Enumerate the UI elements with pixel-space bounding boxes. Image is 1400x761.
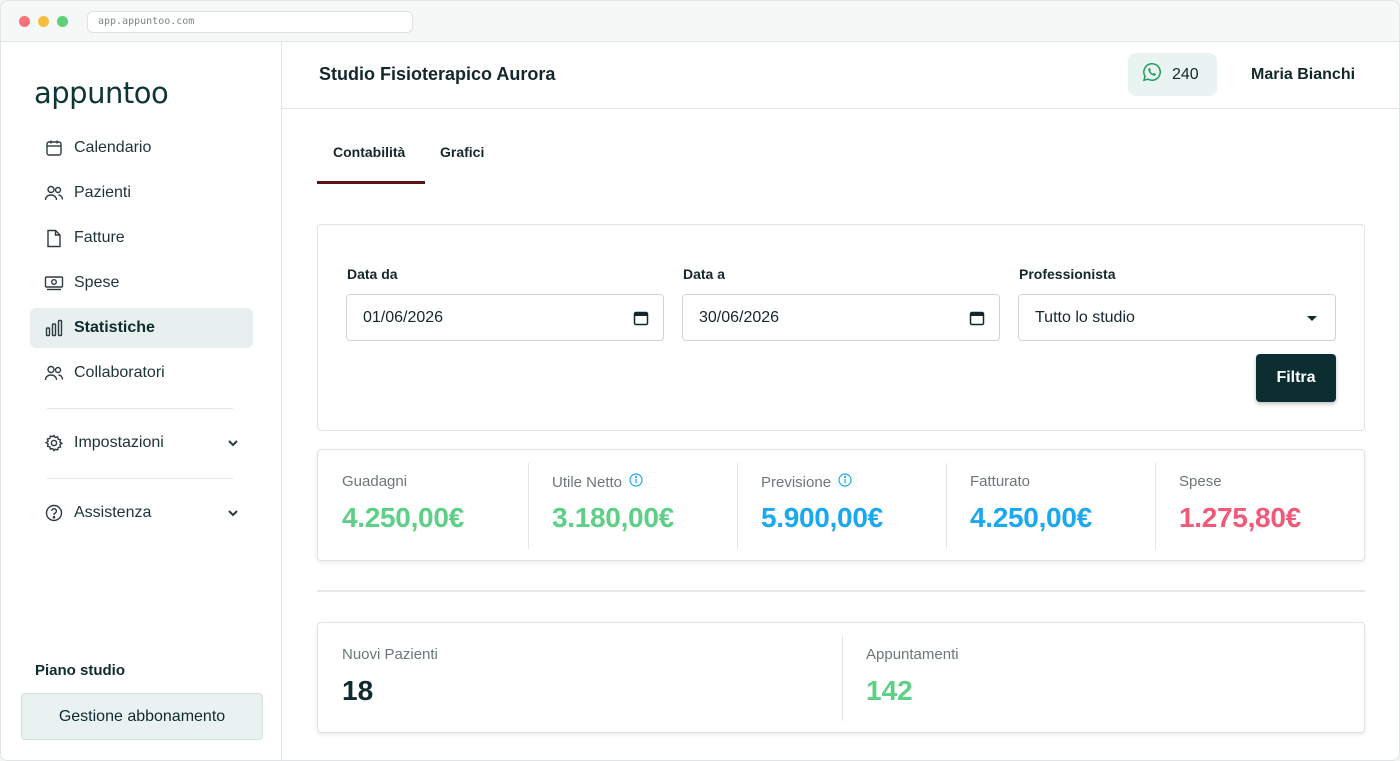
activity-stats-card: Nuovi Pazienti 18 Appuntamenti 142 [317, 622, 1365, 733]
active-tab-indicator [317, 181, 425, 184]
sidebar-item-label: Statistiche [74, 319, 155, 336]
chevron-down-icon [225, 505, 241, 521]
close-window-button[interactable] [19, 16, 30, 27]
stat-separator [1155, 463, 1156, 549]
sidebar-item-label: Assistenza [74, 504, 152, 521]
manage-subscription-button[interactable]: Gestione abbonamento [21, 693, 263, 740]
studio-name: Studio Fisioterapico Aurora [319, 64, 556, 84]
date-to-label: Data a [683, 266, 726, 282]
sidebar-divider [47, 408, 233, 409]
calendar-icon [44, 138, 64, 158]
professional-value: Tutto lo studio [1035, 308, 1135, 326]
sidebar-divider [47, 478, 233, 479]
section-divider [317, 590, 1365, 592]
sidebar-item-fatture[interactable]: Fatture [30, 218, 253, 258]
cash-icon [44, 273, 64, 293]
chevron-down-icon [225, 435, 241, 451]
whatsapp-icon [1142, 62, 1172, 87]
stat-label: Previsione [761, 473, 852, 491]
sidebar-item-label: Fatture [74, 229, 125, 246]
sidebar-item-label: Spese [74, 274, 120, 291]
browser-titlebar: app.appuntoo.com [1, 1, 1399, 42]
filter-button[interactable]: Filtra [1256, 354, 1336, 402]
sidebar-item-collaboratori[interactable]: Collaboratori [30, 353, 253, 393]
sidebar-item-statistiche[interactable]: Statistiche [30, 308, 253, 348]
new-patients-label: Nuovi Pazienti [342, 646, 438, 663]
appointments-value: 142 [866, 675, 913, 706]
stat-value: 4.250,00€ [970, 502, 1092, 533]
sidebar-item-assistenza[interactable]: Assistenza [30, 493, 253, 533]
tab-grafici[interactable]: Grafici [440, 144, 485, 160]
appointments-label: Appuntamenti [866, 646, 959, 663]
date-from-label: Data da [347, 266, 398, 282]
new-patients-value: 18 [342, 675, 374, 706]
professional-label: Professionista [1019, 266, 1116, 282]
financial-stats-card: Guadagni 4.250,00€ Utile Netto 3.180,00€… [317, 449, 1365, 561]
dropdown-caret-icon [1307, 316, 1317, 321]
stat-label: Spese [1179, 473, 1222, 490]
stat-separator [842, 635, 843, 721]
sidebar-item-calendario[interactable]: Calendario [30, 128, 253, 168]
sidebar-item-label: Impostazioni [74, 434, 164, 451]
info-icon[interactable] [629, 473, 643, 491]
stat-value: 3.180,00€ [552, 502, 674, 533]
sidebar-item-label: Collaboratori [74, 364, 165, 381]
stat-label: Guadagni [342, 473, 408, 490]
top-header: Studio Fisioterapico Aurora 240 Maria Bi… [282, 42, 1399, 109]
app-logo[interactable]: appuntoo [34, 76, 169, 110]
stat-separator [946, 463, 947, 549]
stat-label: Utile Netto [552, 473, 643, 491]
calendar-icon[interactable] [633, 310, 649, 331]
stat-value: 1.275,80€ [1179, 502, 1301, 533]
plan-label: Piano studio [35, 662, 125, 679]
bar-chart-icon [44, 318, 64, 338]
date-from-value: 01/06/2026 [363, 308, 444, 326]
minimize-window-button[interactable] [38, 16, 49, 27]
info-icon[interactable] [838, 473, 852, 491]
help-icon [44, 503, 64, 523]
whatsapp-credits-badge[interactable]: 240 [1128, 53, 1217, 96]
sidebar-item-impostazioni[interactable]: Impostazioni [30, 423, 253, 463]
stat-separator [528, 463, 529, 549]
sidebar-item-pazienti[interactable]: Pazienti [30, 173, 253, 213]
users-icon [44, 183, 64, 203]
sidebar: appuntoo Calendario Pazienti [1, 42, 282, 760]
date-to-value: 30/06/2026 [699, 308, 780, 326]
gear-icon [44, 433, 64, 453]
stat-value: 4.250,00€ [342, 502, 464, 533]
calendar-icon[interactable] [969, 310, 985, 331]
date-to-input[interactable]: 30/06/2026 [682, 294, 1000, 341]
whatsapp-count: 240 [1172, 65, 1199, 83]
document-icon [44, 228, 64, 248]
stat-separator [737, 463, 738, 549]
sidebar-item-label: Pazienti [74, 184, 131, 201]
sidebar-item-spese[interactable]: Spese [30, 263, 253, 303]
address-bar[interactable]: app.appuntoo.com [87, 11, 413, 33]
maximize-window-button[interactable] [57, 16, 68, 27]
date-from-input[interactable]: 01/06/2026 [346, 294, 664, 341]
tab-contabilita[interactable]: Contabilità [333, 144, 406, 160]
users-icon [44, 363, 64, 383]
sidebar-item-label: Calendario [74, 139, 152, 156]
stat-label: Fatturato [970, 473, 1031, 490]
user-menu[interactable]: Maria Bianchi [1251, 66, 1356, 83]
stat-value: 5.900,00€ [761, 502, 883, 533]
professional-select[interactable]: Tutto lo studio [1018, 294, 1336, 341]
